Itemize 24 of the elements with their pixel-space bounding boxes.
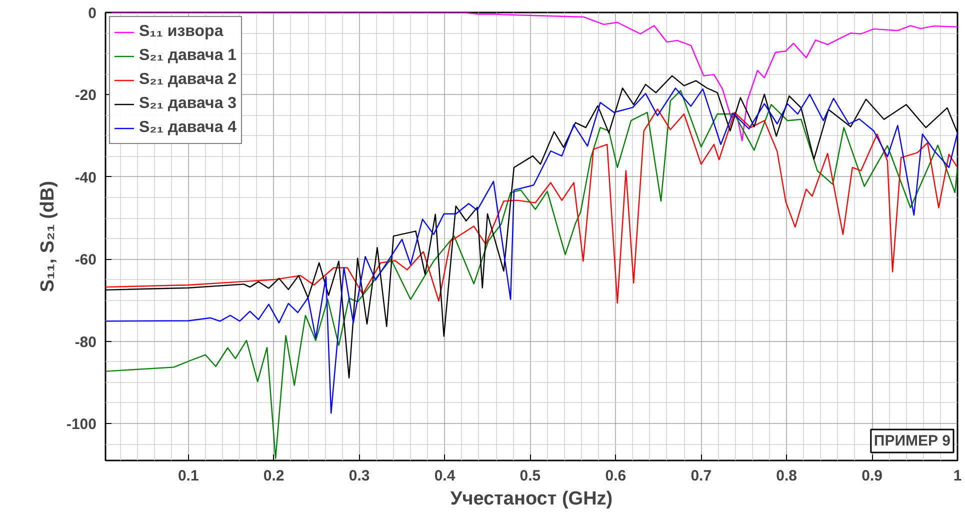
y-tick-label: -80 <box>74 334 97 351</box>
x-tick-label: 0.3 <box>348 468 370 484</box>
x-tick-label: 0.9 <box>862 468 882 484</box>
x-tick-label: 0.4 <box>434 468 456 484</box>
legend-label: S₂₁ давача 3 <box>139 94 237 114</box>
x-tick-label: 0.2 <box>263 468 284 484</box>
x-tick-label: 0.6 <box>605 468 626 484</box>
legend-label: S₁₁ извора <box>139 22 224 42</box>
legend-label: S₂₁ давача 1 <box>139 46 237 66</box>
y-axis-title: S₁₁, S₂₁ (dB) <box>37 180 58 292</box>
legend-label: S₂₁ давача 2 <box>139 70 237 90</box>
x-tick-label: 0.5 <box>520 468 541 484</box>
x-tick-label: 1 <box>953 468 962 484</box>
annotation: ПРИМЕР 9 <box>874 432 951 450</box>
x-tick-label: 0.8 <box>776 468 798 484</box>
y-tick-label: -60 <box>74 252 97 269</box>
y-tick-label: 0 <box>88 5 96 22</box>
y-tick-label: -20 <box>74 87 97 104</box>
x-tick-label: 0.7 <box>690 468 712 484</box>
x-axis-title: Учестаност (GHz) <box>450 488 613 510</box>
y-tick-label: -100 <box>66 416 97 434</box>
y-tick-label: -40 <box>74 169 97 186</box>
x-tick-label: 0.1 <box>178 468 199 484</box>
legend-label: S₂₁ давача 4 <box>139 118 237 138</box>
